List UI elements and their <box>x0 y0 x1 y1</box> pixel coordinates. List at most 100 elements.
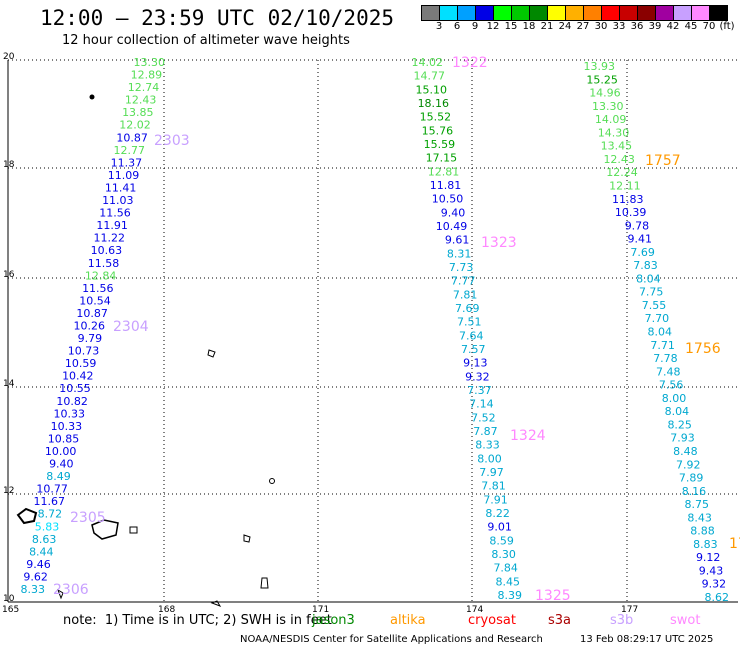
wave-height-value: 9.13 <box>463 357 488 370</box>
satellite-altika: altika <box>390 613 426 628</box>
legend-swatch <box>475 5 494 21</box>
satellite-cryosat: cryosat <box>468 613 516 628</box>
color-legend <box>421 5 728 21</box>
pass-label: 1325 <box>535 588 571 604</box>
y-tick-label: 20 <box>3 52 15 62</box>
legend-swatch <box>619 5 638 21</box>
wave-height-value: 8.62 <box>705 591 730 604</box>
legend-swatch <box>583 5 602 21</box>
legend-label: 45 <box>684 21 698 32</box>
wave-height-value: 9.01 <box>487 521 512 534</box>
wave-height-value: 7.81 <box>453 288 478 301</box>
wave-height-value: 7.70 <box>645 312 670 325</box>
wave-height-value: 8.22 <box>485 507 510 520</box>
legend-swatch <box>691 5 710 21</box>
wave-height-value: 9.43 <box>699 564 724 577</box>
pass-label: 1322 <box>452 55 488 71</box>
wave-height-value: 14.77 <box>414 70 446 83</box>
wave-height-value: 9.32 <box>702 578 727 591</box>
wave-height-value: 7.71 <box>650 339 675 352</box>
wave-height-value: 15.52 <box>420 111 452 124</box>
legend-label: 3 <box>435 21 443 32</box>
pass-label: 2306 <box>53 582 89 598</box>
legend-swatch <box>529 5 548 21</box>
legend-label: (ft) <box>719 21 735 32</box>
wave-height-value: 8.04 <box>636 272 661 285</box>
x-tick-label: 174 <box>466 605 483 615</box>
wave-height-value: 8.49 <box>46 470 71 483</box>
wave-height-value: 14.02 <box>412 56 444 69</box>
island <box>207 349 216 358</box>
y-tick-label: 18 <box>3 160 15 170</box>
wave-height-value: 8.25 <box>667 418 692 431</box>
credit-text: NOAA/NESDIS Center for Satellite Applica… <box>240 634 543 645</box>
wave-height-value: 9.62 <box>23 570 48 583</box>
island <box>210 600 222 607</box>
wave-height-value: 7.77 <box>451 275 476 288</box>
wave-height-value: 13.30 <box>592 100 624 113</box>
map-title: 12:00 – 23:59 UTC 02/10/2025 <box>40 6 395 30</box>
wave-height-value: 8.00 <box>477 452 502 465</box>
wave-height-value: 15.25 <box>586 73 618 86</box>
wave-height-value: 7.84 <box>493 562 518 575</box>
wave-height-value: 11.58 <box>88 257 120 270</box>
legend-swatch <box>601 5 620 21</box>
wave-height-value: 7.91 <box>483 493 508 506</box>
wave-height-value: 7.69 <box>630 246 655 259</box>
wave-height-value: 12.43 <box>603 153 635 166</box>
wave-height-value: 7.56 <box>659 379 684 392</box>
island <box>129 526 138 534</box>
wave-height-value: 14.09 <box>595 113 627 126</box>
wave-height-value: 7.78 <box>653 352 678 365</box>
pass-label: 2303 <box>154 133 190 149</box>
wave-height-value: 14.96 <box>589 87 621 100</box>
island <box>89 94 95 100</box>
wave-height-value: 8.39 <box>498 589 523 602</box>
wave-height-value: 8.30 <box>491 548 516 561</box>
wave-height-value: 13.85 <box>122 106 154 119</box>
legend-swatch <box>673 5 692 21</box>
wave-height-value: 11.83 <box>612 193 644 206</box>
wave-height-value: 12.81 <box>428 165 460 178</box>
pass-label: 2304 <box>113 319 149 335</box>
pass-label: 2305 <box>70 510 106 526</box>
wave-height-value: 10.55 <box>59 382 91 395</box>
wave-height-value: 13.30 <box>134 56 166 69</box>
legend-label: 36 <box>630 21 644 32</box>
wave-height-value: 8.31 <box>447 247 472 260</box>
wave-height-value: 14.30 <box>598 126 630 139</box>
wave-height-value: 10.33 <box>51 420 83 433</box>
wave-height-value: 7.97 <box>479 466 504 479</box>
map-subtitle: 12 hour collection of altimeter wave hei… <box>62 33 350 48</box>
wave-height-value: 12.89 <box>131 69 163 82</box>
wave-height-value: 17.15 <box>426 152 458 165</box>
wave-height-value: 13.45 <box>601 140 633 153</box>
wave-height-value: 7.92 <box>676 458 701 471</box>
satellite-s3b: s3b <box>610 613 634 628</box>
x-tick-label: 171 <box>312 605 329 615</box>
wave-height-value: 18.16 <box>418 97 450 110</box>
wave-height-value: 10.39 <box>615 206 647 219</box>
wave-height-value: 11.22 <box>94 232 126 245</box>
y-tick-label: 16 <box>3 270 15 280</box>
wave-height-value: 10.49 <box>436 220 468 233</box>
wave-height-value: 8.33 <box>21 583 46 596</box>
wave-height-value: 7.73 <box>449 261 474 274</box>
wave-height-value: 12.74 <box>128 81 160 94</box>
wave-height-value: 12.11 <box>609 179 641 192</box>
wave-height-value: 12.43 <box>125 94 157 107</box>
track-b: 14.0214.7715.1018.1615.5215.7615.5917.15… <box>412 56 523 602</box>
legend-swatch <box>439 5 458 21</box>
wave-height-value: 12.02 <box>119 119 151 132</box>
wave-height-value: 9.41 <box>628 233 653 246</box>
wave-height-value: 8.33 <box>475 439 500 452</box>
wave-height-value: 5.83 <box>35 520 60 533</box>
island-outlines <box>16 94 275 607</box>
island <box>260 577 269 589</box>
legend-swatch <box>637 5 656 21</box>
wave-height-value: 7.52 <box>471 411 496 424</box>
wave-height-value: 7.75 <box>639 286 664 299</box>
pass-label: 1324 <box>510 428 546 444</box>
legend-label: 27 <box>576 21 590 32</box>
wave-height-value: 8.63 <box>32 533 57 546</box>
